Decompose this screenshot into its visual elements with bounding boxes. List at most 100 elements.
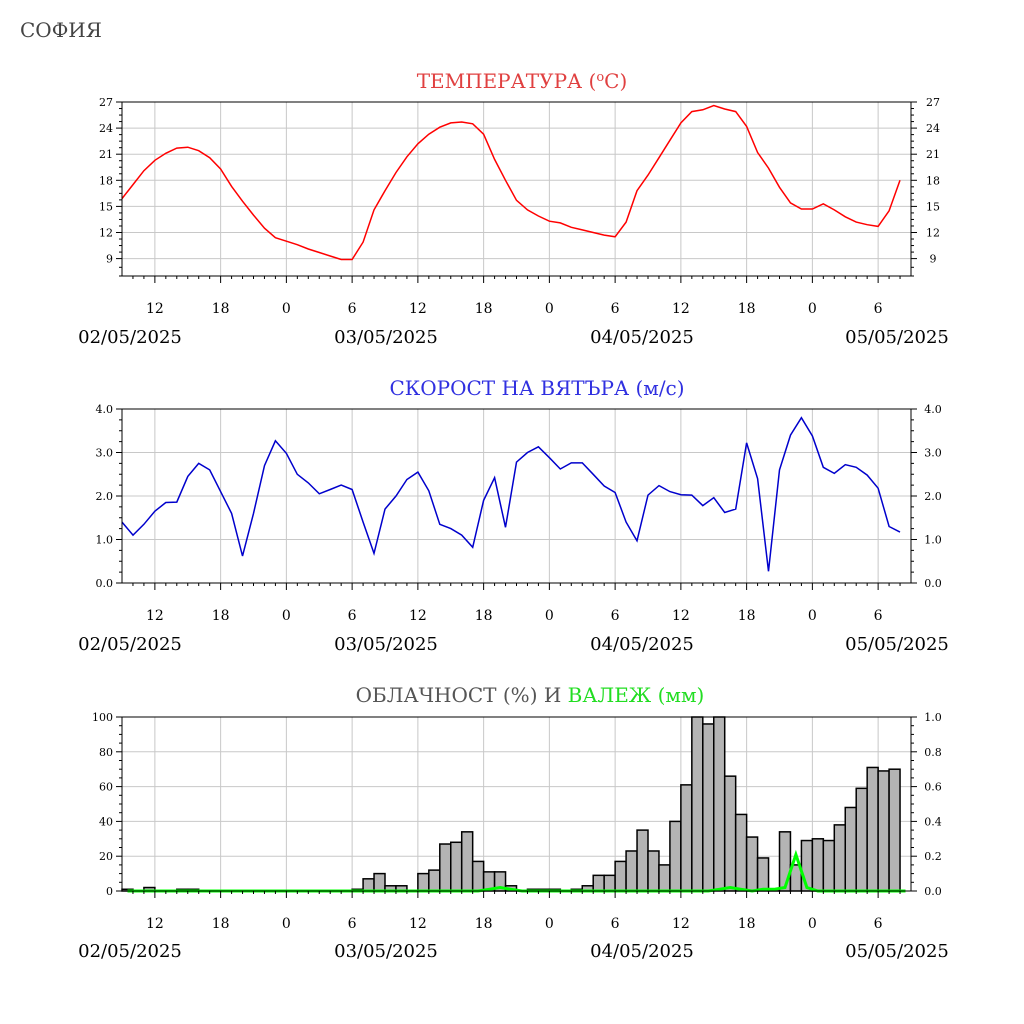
cloud-bar (844, 806, 857, 892)
cloud-bar (723, 775, 737, 892)
x-tick-label: 18 (212, 608, 230, 624)
cloud-bar (603, 874, 616, 892)
cloud-bar (680, 784, 693, 892)
cloud-bar (811, 838, 825, 892)
y-tick-label: 1.0 (96, 534, 114, 547)
x-tick-label: 12 (409, 916, 427, 932)
x-tick-label: 0 (808, 608, 817, 624)
y2-tick-label: 0.4 (924, 815, 942, 828)
clouds-precip-title: ОБЛАЧНОСТ (%) И ВАЛЕЖ (мм) (356, 683, 705, 707)
x-tick-label: 6 (874, 916, 883, 932)
x-tick-label: 0 (545, 916, 554, 932)
y2-tick-label: 1.0 (924, 534, 942, 547)
date-label: 04/05/2025 (590, 327, 694, 348)
panel-3: ОБЛАЧНОСТ (%) И ВАЛЕЖ (мм) (116, 683, 917, 898)
date-label: 03/05/2025 (334, 941, 438, 962)
x-tick-label: 12 (672, 301, 690, 317)
y-tick-label: 2.0 (96, 490, 114, 503)
y-tick-label: 20 (99, 850, 113, 863)
y2-tick-label: 24 (926, 122, 940, 135)
y-tick-label: 12 (99, 227, 113, 240)
y-tick-label: 15 (99, 200, 113, 213)
y2-tick-label: 12 (926, 227, 940, 240)
cloud-bar (822, 839, 836, 892)
y-tick-label: 4.0 (96, 403, 114, 416)
y2-tick-label: 3.0 (924, 447, 942, 460)
y-tick-label: 9 (106, 253, 113, 266)
y2-tick-label: 0.8 (924, 746, 942, 759)
cloud-bar (439, 843, 452, 892)
temperature-title: ТЕМПЕРАТУРА (оС) (417, 69, 628, 93)
x-tick-label: 12 (146, 916, 164, 932)
cloud-bar (428, 869, 441, 892)
y2-tick-label: 21 (926, 148, 940, 161)
x-tick-label: 6 (348, 301, 357, 317)
y-tick-label: 0 (106, 885, 113, 898)
y2-tick-label: 9 (930, 253, 937, 266)
y2-tick-label: 15 (926, 200, 940, 213)
x-tick-label: 6 (348, 916, 357, 932)
y-tick-label: 18 (99, 174, 113, 187)
y-tick-label: 100 (92, 711, 113, 724)
cloud-bar (450, 841, 463, 892)
y-tick-label: 21 (99, 148, 113, 161)
cloud-bar (702, 723, 715, 892)
x-tick-label: 0 (545, 608, 554, 624)
cloud-bar (658, 864, 671, 892)
x-tick-label: 18 (738, 916, 756, 932)
y-tick-label: 3.0 (96, 447, 114, 460)
y2-tick-label: 0.0 (924, 885, 942, 898)
date-label: 02/05/2025 (78, 941, 182, 962)
date-label: 04/05/2025 (590, 634, 694, 655)
x-tick-label: 6 (874, 301, 883, 317)
date-label: 02/05/2025 (78, 327, 182, 348)
y2-tick-label: 18 (926, 174, 940, 187)
x-tick-label: 0 (808, 301, 817, 317)
panel-1: ТЕМПЕРАТУРА (оС) (116, 69, 917, 283)
y2-tick-label: 0.0 (924, 577, 942, 590)
x-tick-label: 0 (282, 916, 291, 932)
cloud-bar (778, 831, 792, 892)
cloud-bar (691, 716, 704, 892)
cloud-bar (877, 770, 890, 892)
x-tick-label: 0 (808, 916, 817, 932)
x-tick-label: 12 (146, 608, 164, 624)
x-tick-label: 12 (409, 301, 427, 317)
x-tick-label: 12 (672, 608, 690, 624)
cloud-bar (625, 850, 638, 892)
x-tick-label: 12 (672, 916, 690, 932)
cloud-bar (417, 872, 430, 892)
y-tick-label: 24 (99, 122, 113, 135)
date-label: 05/05/2025 (845, 634, 949, 655)
cloud-bar (614, 860, 627, 892)
y2-tick-label: 27 (926, 96, 940, 109)
station-title: СОФИЯ (20, 18, 102, 42)
x-tick-label: 12 (146, 301, 164, 317)
panel-2: СКОРОСТ НА ВЯТЪРА (м/с) (116, 376, 917, 590)
date-label: 04/05/2025 (590, 941, 694, 962)
y-tick-label: 27 (99, 96, 113, 109)
cloud-bar (713, 716, 726, 892)
date-label: 03/05/2025 (334, 327, 438, 348)
cloud-bar (855, 787, 868, 892)
cloud-bar (833, 824, 847, 892)
x-tick-label: 18 (212, 916, 230, 932)
cloud-bar (362, 878, 375, 892)
cloud-bar (592, 874, 605, 892)
temperature-line (121, 104, 901, 261)
date-label: 02/05/2025 (78, 634, 182, 655)
y2-tick-label: 1.0 (924, 711, 942, 724)
x-tick-label: 6 (611, 916, 620, 932)
x-tick-label: 6 (348, 608, 357, 624)
cloud-bar (373, 872, 386, 892)
x-tick-label: 0 (282, 301, 291, 317)
x-tick-label: 0 (282, 608, 291, 624)
x-tick-label: 6 (611, 301, 620, 317)
cloud-bar (669, 820, 682, 892)
y2-tick-label: 0.2 (924, 850, 942, 863)
x-tick-label: 12 (409, 608, 427, 624)
x-tick-label: 0 (545, 301, 554, 317)
date-label: 05/05/2025 (845, 941, 949, 962)
cloud-bar (636, 829, 649, 892)
y-tick-label: 0.0 (96, 577, 114, 590)
